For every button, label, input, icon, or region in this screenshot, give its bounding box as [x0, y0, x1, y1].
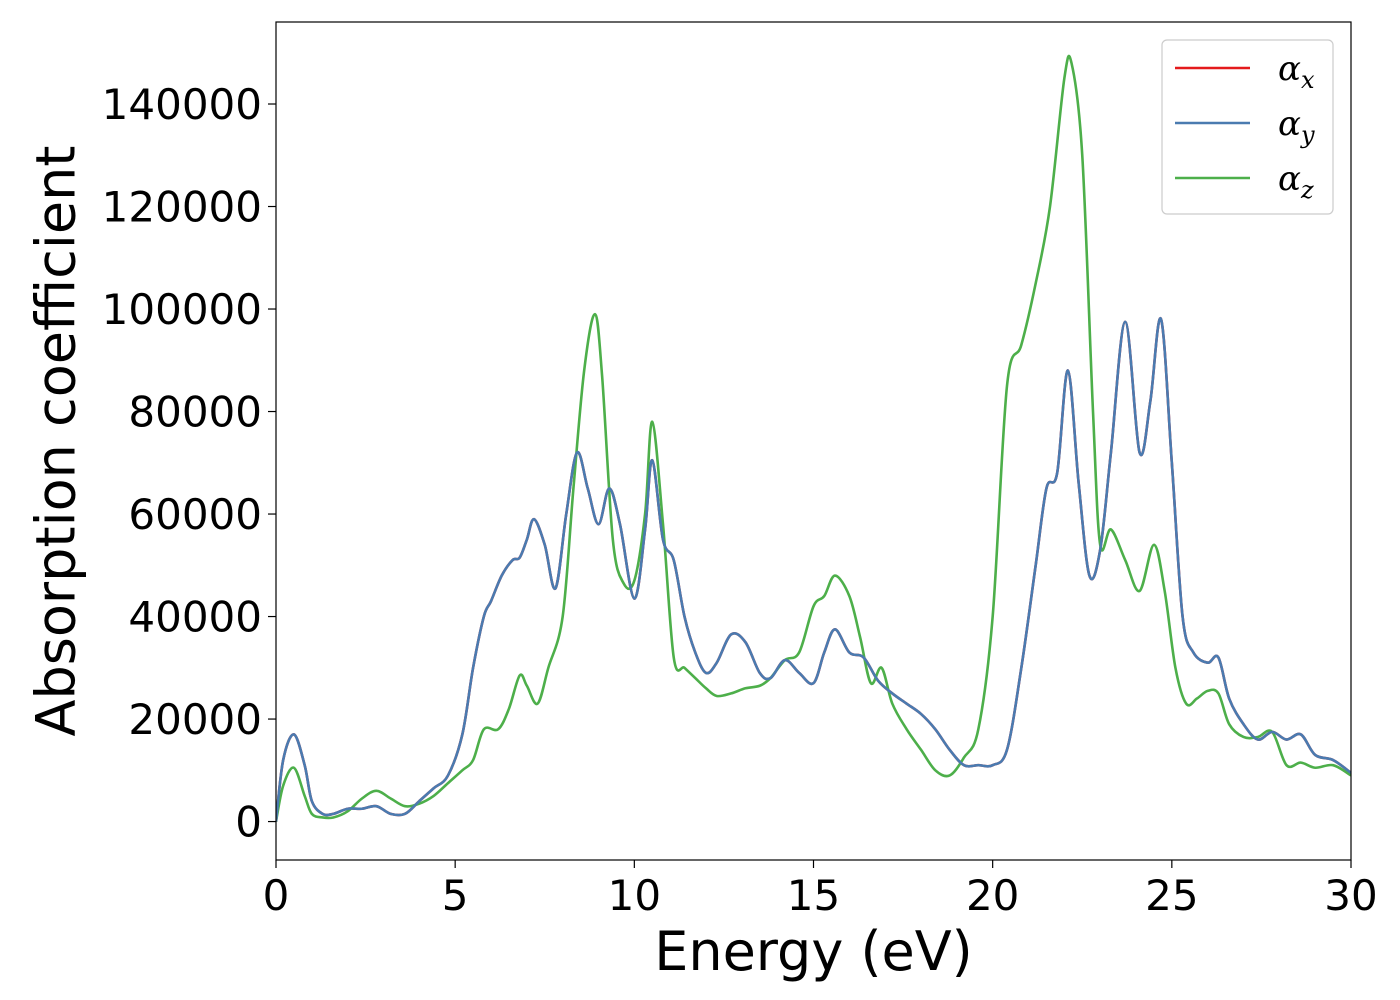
x-tick-label: 5	[442, 871, 469, 920]
x-tick-label: 0	[263, 871, 290, 920]
y-tick-label: 140000	[102, 80, 262, 129]
legend-symbol: α	[1278, 104, 1301, 144]
legend-item-y: αy	[1175, 104, 1315, 149]
series-layer	[276, 54, 1351, 822]
legend-box	[1161, 39, 1334, 215]
legend-symbol: α	[1278, 49, 1301, 89]
legend-label: αx	[1278, 49, 1315, 94]
x-tick-label: 30	[1324, 871, 1377, 920]
y-axis-ticks: 0 20000 40000 60000 80000 100000 120000 140000	[102, 80, 276, 847]
legend-item-x: αx	[1175, 49, 1315, 94]
x-tick-label: 25	[1145, 871, 1198, 920]
x-axis-ticks: 0 5 10 15 20 25 30	[263, 860, 1378, 920]
legend-item-z: αz	[1175, 159, 1314, 204]
series-line-y	[276, 317, 1351, 822]
x-tick-label: 20	[966, 871, 1019, 920]
x-axis-title: Energy (eV)	[654, 920, 973, 983]
legend-subscript: x	[1301, 66, 1315, 94]
y-axis-title: Absorption coefficient	[25, 146, 88, 737]
legend-symbol: α	[1278, 159, 1301, 199]
y-tick-label: 120000	[102, 183, 262, 232]
legend-label: αz	[1278, 159, 1314, 204]
y-tick-label: 80000	[128, 388, 262, 437]
series-line-z	[276, 54, 1351, 822]
x-tick-label: 15	[787, 871, 840, 920]
legend-subscript: z	[1300, 176, 1314, 204]
y-tick-label: 100000	[102, 285, 262, 334]
legend-label: αy	[1278, 104, 1315, 149]
y-tick-label: 20000	[128, 695, 262, 744]
x-tick-label: 10	[608, 871, 661, 920]
y-tick-label: 60000	[128, 490, 262, 539]
y-tick-label: 0	[235, 798, 262, 847]
y-tick-label: 40000	[128, 593, 262, 642]
series-line-x	[276, 317, 1351, 822]
legend-subscript: y	[1300, 121, 1315, 149]
